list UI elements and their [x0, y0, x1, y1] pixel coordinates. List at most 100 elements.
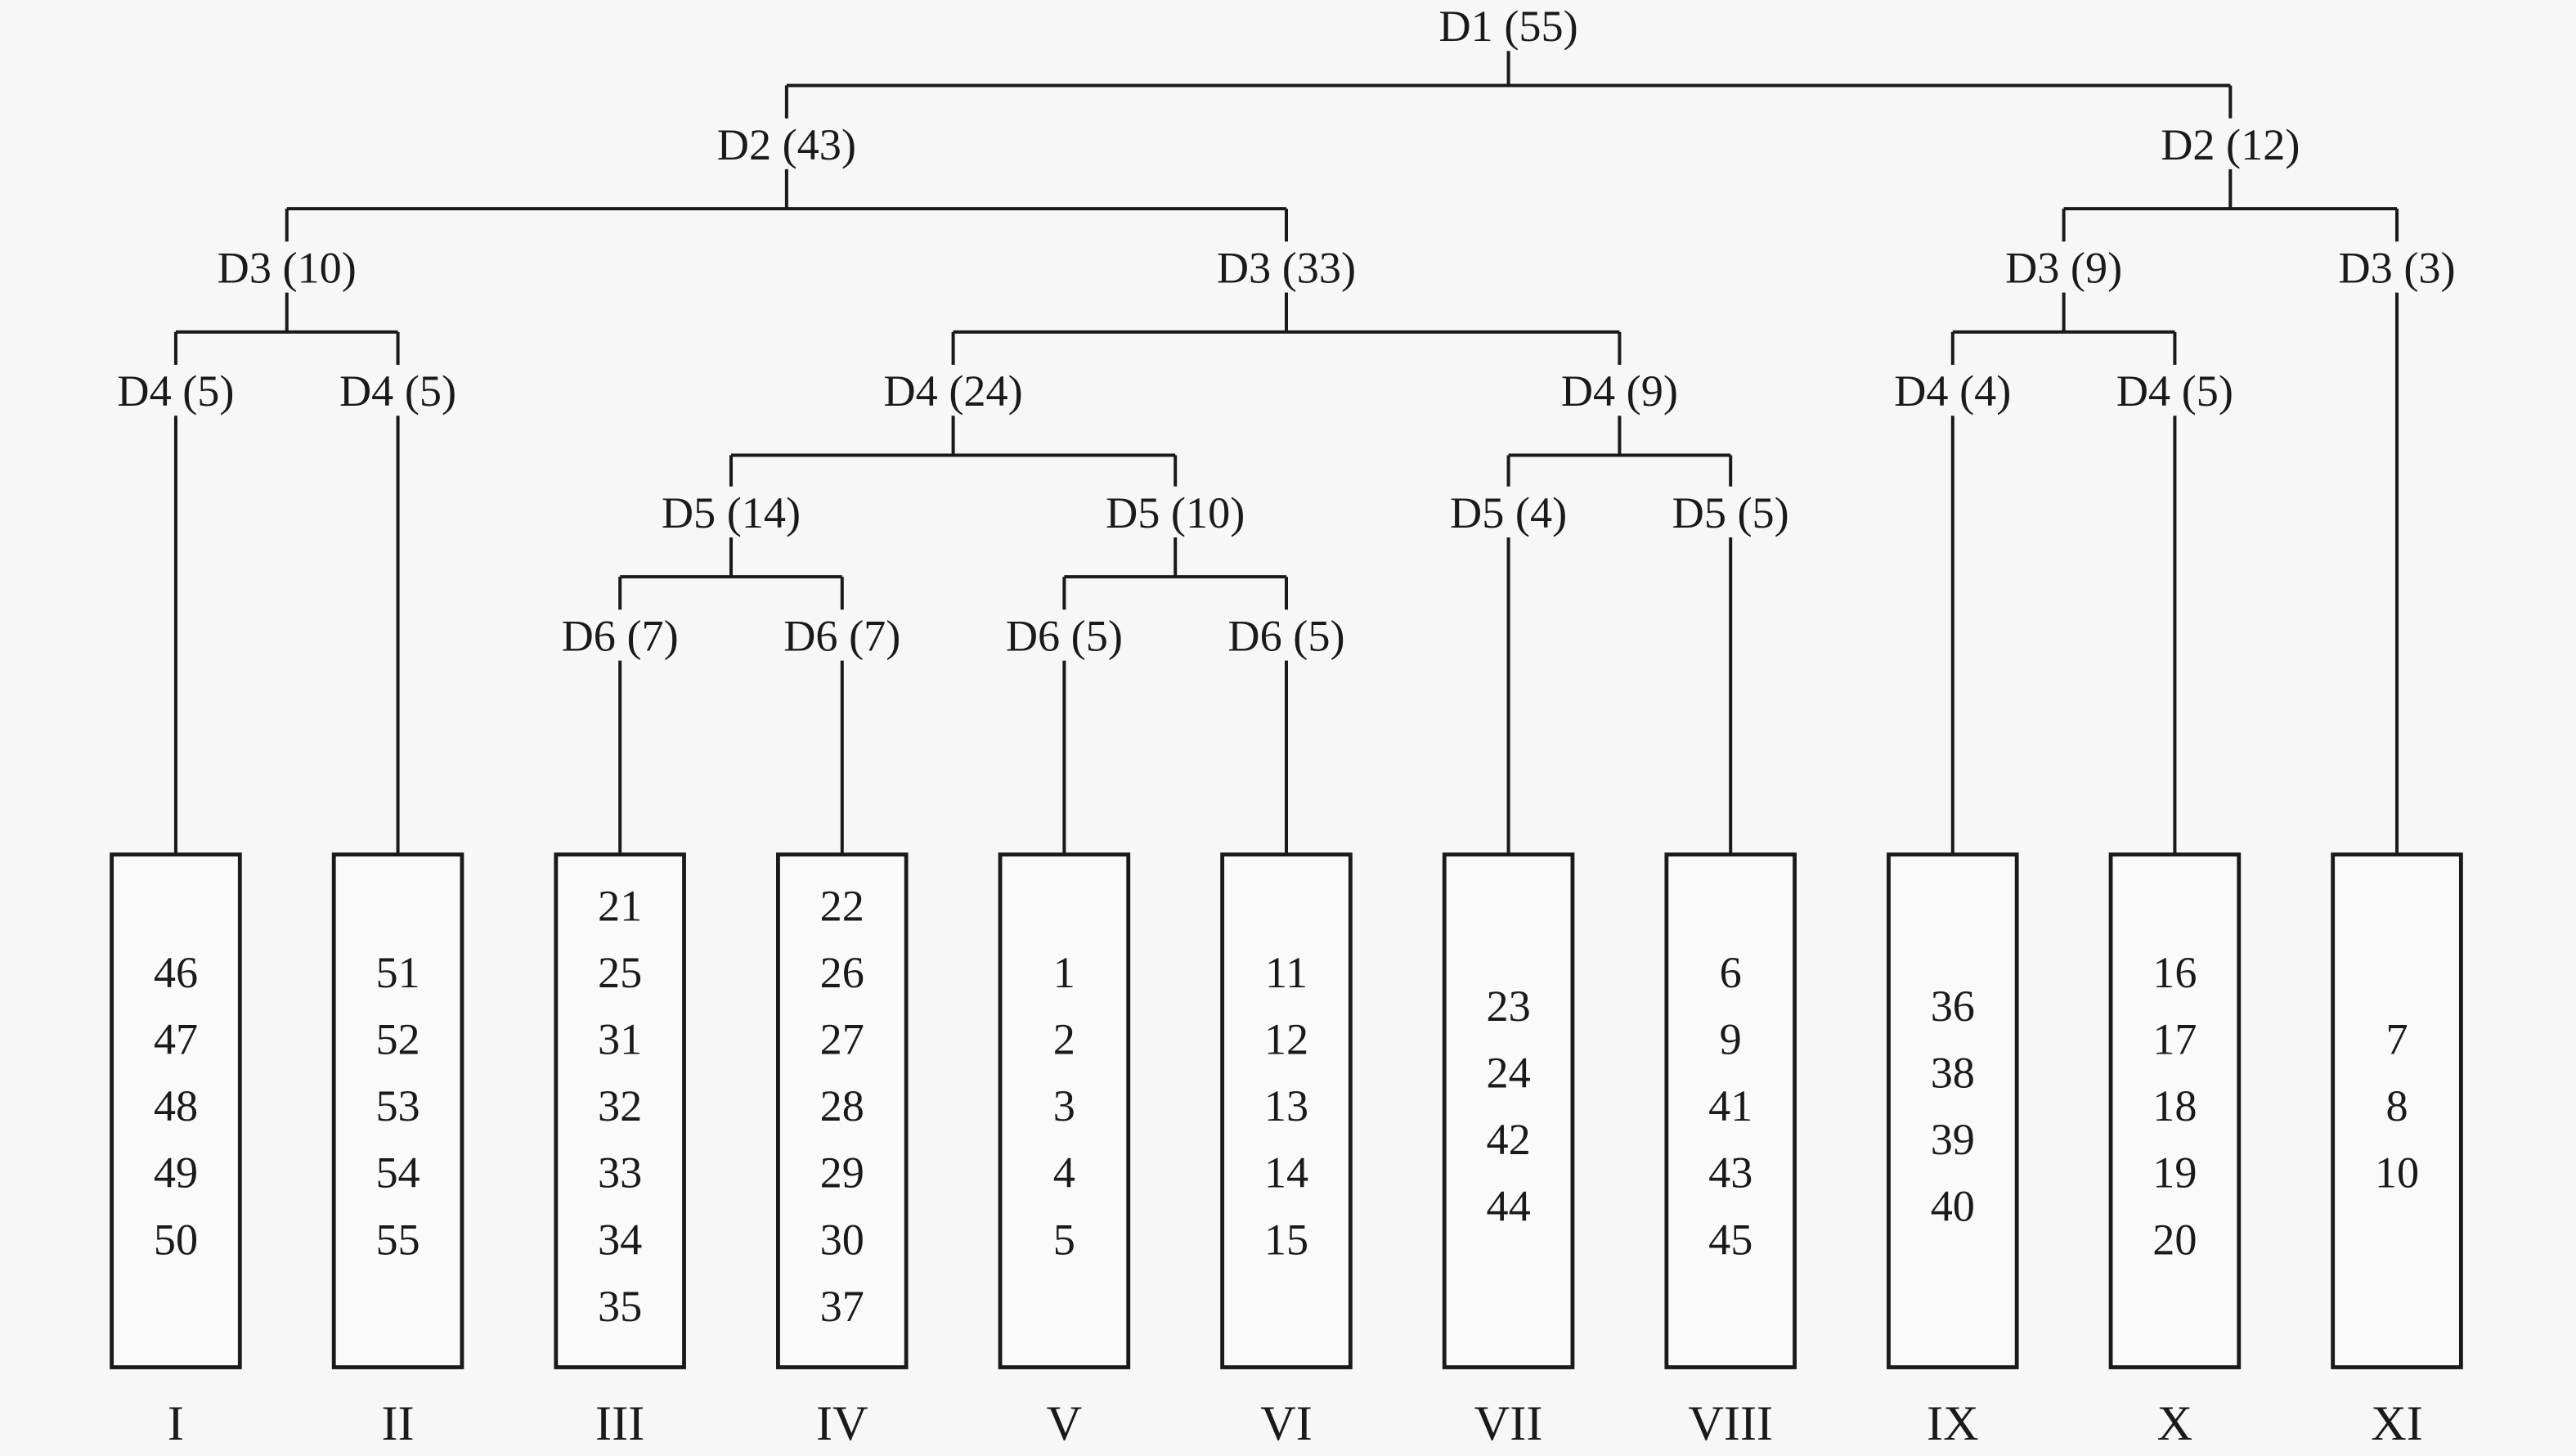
- tree-node-label: D3 (33): [1217, 244, 1356, 293]
- group-item-number: 53: [375, 1081, 420, 1130]
- tree-node-label: D6 (5): [1227, 612, 1344, 661]
- group-item-number: 5: [1053, 1215, 1075, 1264]
- group-box-outline: [554, 852, 686, 1369]
- group-item-number: 11: [1265, 948, 1308, 997]
- group-numeral-label: VIII: [1688, 1396, 1773, 1451]
- group-numeral-label: IV: [816, 1396, 868, 1451]
- group-numeral-label: X: [2157, 1396, 2193, 1451]
- group-item-number: 8: [2385, 1081, 2408, 1130]
- tree-node-label: D3 (10): [218, 244, 357, 293]
- group-item-number: 19: [2152, 1148, 2197, 1198]
- group-item-number: 50: [154, 1215, 198, 1264]
- group-box-outline: [776, 852, 909, 1369]
- group-item-number: 42: [1486, 1115, 1530, 1164]
- leaf-group-box: 36 38 39 40 IX: [1887, 852, 2019, 1451]
- group-box-outline: [1220, 852, 1353, 1369]
- group-item-number: 47: [154, 1015, 198, 1064]
- group-item-number: 46: [154, 948, 198, 997]
- leaf-group-box: 22 26 27 28 29 30 37 IV: [776, 852, 909, 1451]
- group-item-number: 29: [820, 1148, 864, 1198]
- tree-node-label: D1 (55): [1438, 2, 1577, 51]
- group-item-number: 3: [1053, 1081, 1075, 1130]
- leaf-group-box: 46 47 48 49 50 I: [110, 852, 242, 1451]
- group-item-number: 44: [1486, 1182, 1530, 1231]
- tree-node-label: D6 (5): [1006, 612, 1123, 661]
- group-item-number: 54: [375, 1148, 420, 1198]
- group-box-outline: [1887, 852, 2019, 1369]
- tree-node-label: D4 (9): [1561, 366, 1678, 416]
- group-numeral-label: IX: [1927, 1396, 1979, 1451]
- leaf-group-box: 11 12 13 14 15 VI: [1220, 852, 1353, 1451]
- group-box-outline: [2108, 852, 2242, 1369]
- tree-node-label: D4 (5): [117, 366, 234, 416]
- group-item-number: 43: [1708, 1148, 1752, 1198]
- group-item-number: 37: [820, 1282, 864, 1331]
- tree-node-label: D2 (43): [717, 120, 856, 169]
- tree-node-label: D3 (3): [2338, 244, 2455, 293]
- group-item-number: 23: [1486, 982, 1530, 1031]
- group-item-number: 52: [375, 1015, 420, 1064]
- group-item-number: 10: [2375, 1148, 2419, 1198]
- group-item-number: 21: [598, 881, 642, 930]
- tree-node-label: D4 (4): [1894, 366, 2011, 416]
- leaf-group-box: 16 17 18 19 20 X: [2108, 852, 2242, 1451]
- group-item-number: 9: [1720, 1015, 1742, 1064]
- leaf-group-box: 21 25 31 32 33 34 35 III: [554, 852, 686, 1451]
- group-item-number: 26: [820, 948, 864, 997]
- group-item-number: 39: [1931, 1115, 1975, 1164]
- group-item-number: 14: [1264, 1148, 1308, 1198]
- tree-node-label: D6 (7): [783, 612, 900, 661]
- tree-node-label: D4 (5): [2116, 366, 2233, 416]
- tree-node-label: D5 (5): [1672, 488, 1789, 537]
- group-numeral-label: XI: [2371, 1396, 2423, 1451]
- group-box-outline: [998, 852, 1131, 1369]
- tree-nodes: D1 (55) D2 (43) D3 (10) D4 (5) D4 (5) D3 (33)…: [117, 2, 2455, 660]
- group-item-number: 2: [1053, 1015, 1075, 1064]
- tree-node-label: D5 (4): [1450, 488, 1567, 537]
- group-item-number: 48: [154, 1081, 198, 1130]
- group-item-number: 15: [1264, 1215, 1308, 1264]
- group-box-outline: [2331, 852, 2463, 1369]
- leaf-group-box: 1 2 3 4 5 V: [998, 852, 1131, 1451]
- group-item-number: 12: [1264, 1015, 1308, 1064]
- group-item-number: 13: [1264, 1081, 1308, 1130]
- group-numeral-label: VII: [1474, 1396, 1543, 1451]
- leaf-group-box: 23 24 42 44 VII: [1442, 852, 1575, 1451]
- group-item-number: 7: [2385, 1015, 2408, 1064]
- group-item-number: 33: [598, 1148, 642, 1198]
- group-box-outline: [331, 852, 464, 1369]
- group-item-number: 22: [820, 881, 864, 930]
- group-item-number: 4: [1053, 1148, 1075, 1198]
- group-item-number: 20: [2152, 1215, 2197, 1264]
- leaf-group-box: 6 9 41 43 45 VIII: [1664, 852, 1797, 1451]
- group-numeral-label: VI: [1260, 1396, 1313, 1451]
- group-item-number: 36: [1931, 982, 1975, 1031]
- group-item-number: 18: [2152, 1081, 2197, 1130]
- group-numeral-label: III: [595, 1396, 644, 1451]
- group-numeral-label: V: [1047, 1396, 1083, 1451]
- tree-node-label: D4 (5): [339, 366, 456, 416]
- group-item-number: 31: [598, 1015, 642, 1064]
- tree-node-label: D5 (10): [1106, 488, 1245, 537]
- group-item-number: 1: [1053, 948, 1075, 997]
- tree-node-label: D4 (24): [883, 366, 1022, 416]
- group-item-number: 38: [1931, 1048, 1975, 1097]
- group-item-number: 40: [1931, 1182, 1975, 1231]
- leaf-groups: 4647484950I5152535455II21253132333435III…: [110, 852, 2463, 1451]
- group-item-number: 28: [820, 1081, 864, 1130]
- group-item-number: 27: [820, 1015, 864, 1064]
- group-box-outline: [110, 852, 242, 1369]
- tree-node-label: D3 (9): [2005, 244, 2122, 293]
- leaf-group-box: 7 8 10 XI: [2331, 852, 2463, 1451]
- group-item-number: 51: [375, 948, 420, 997]
- tree-node-label: D2 (12): [2161, 120, 2300, 169]
- group-item-number: 32: [598, 1081, 642, 1130]
- group-item-number: 34: [598, 1215, 642, 1264]
- group-numeral-label: I: [168, 1396, 184, 1451]
- group-item-number: 41: [1708, 1081, 1752, 1130]
- group-item-number: 17: [2152, 1015, 2197, 1064]
- group-item-number: 55: [375, 1215, 420, 1264]
- tree-node-label: D5 (14): [662, 488, 801, 537]
- group-item-number: 6: [1720, 948, 1742, 997]
